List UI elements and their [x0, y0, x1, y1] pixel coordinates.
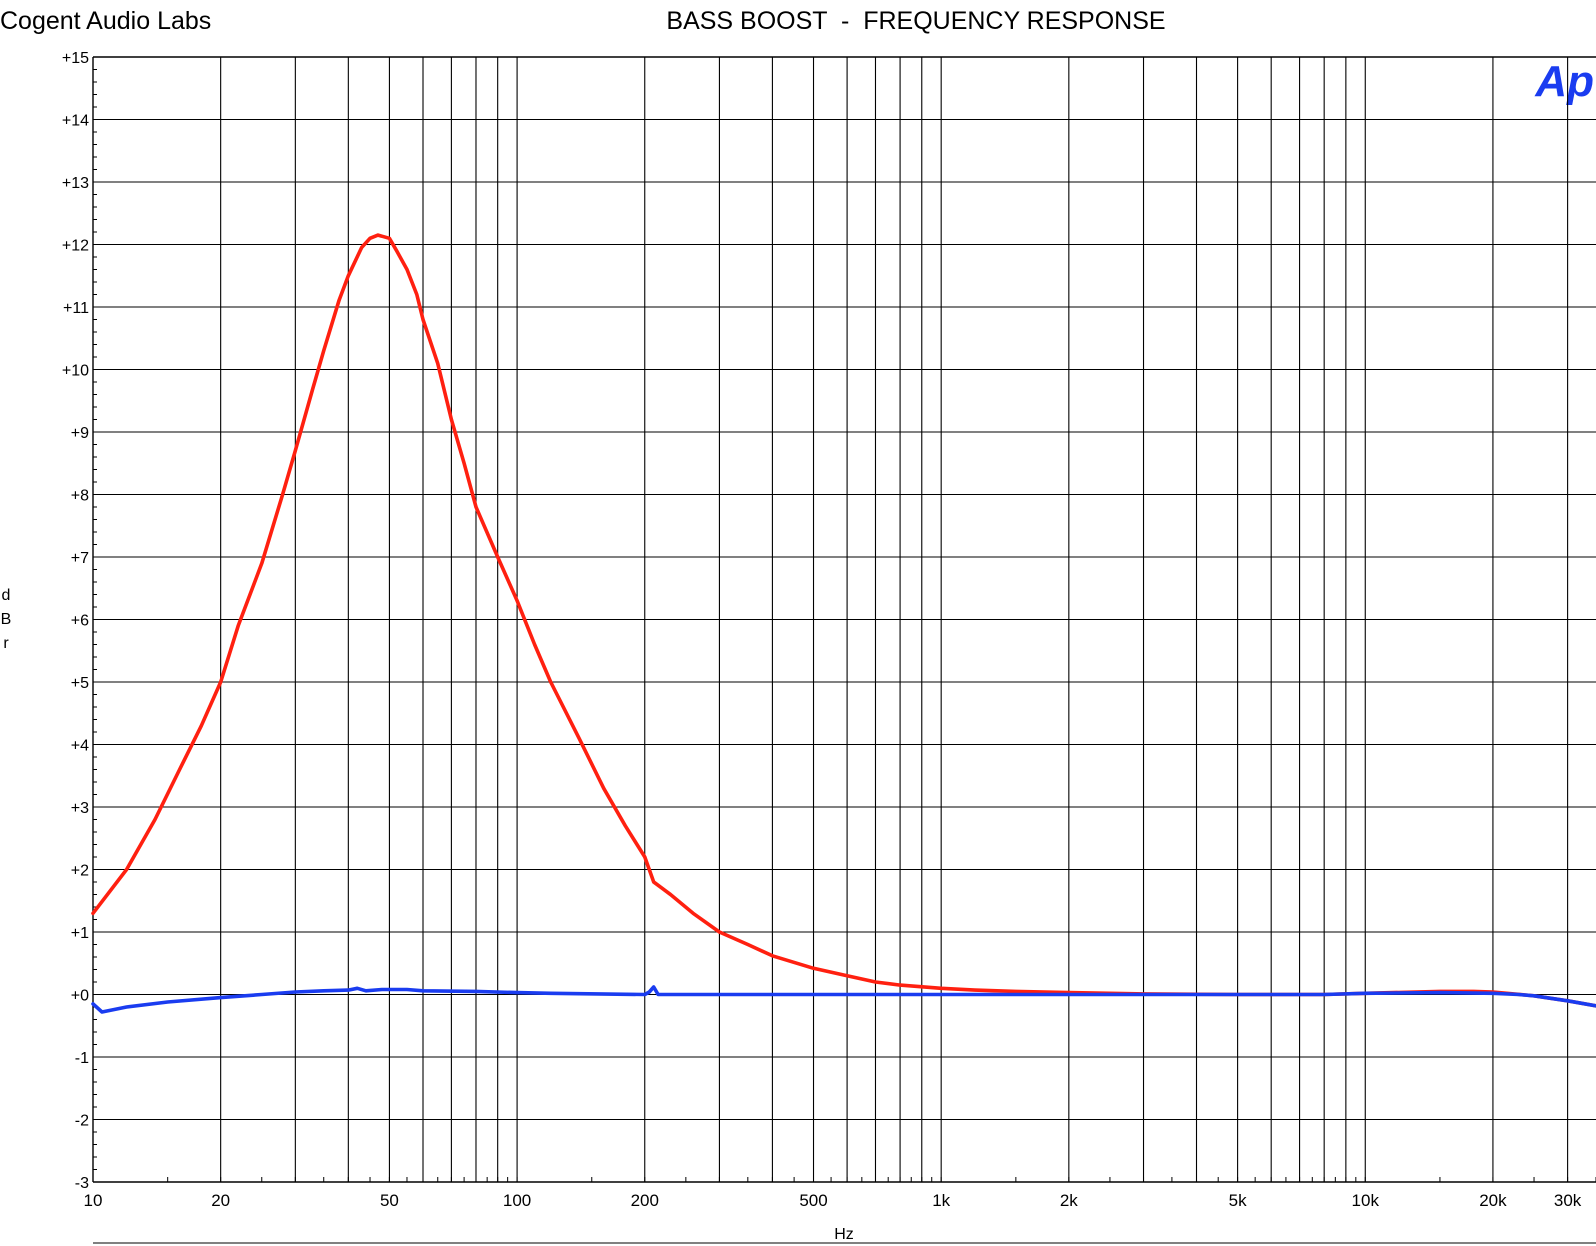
x-tick-label: 100	[503, 1191, 531, 1210]
y-axis-ticks: +15 +14 +13 +12 +11 +10 +9 +8 +7 +6 +5 +4 +3 +2 +1 +0 -1…	[62, 50, 100, 1192]
y-axis-label-char: d	[2, 587, 11, 604]
y-tick-label: +12	[62, 238, 89, 255]
x-axis-ticks: 10 20 50 100 200 500 1k 2k 5k 10k 20k 30k	[84, 1177, 1596, 1210]
series-line-2	[91, 985, 1596, 1014]
x-tick-label: 1k	[932, 1191, 950, 1210]
y-axis-label-char: B	[1, 611, 12, 628]
y-tick-label: -2	[75, 1113, 89, 1130]
series-line-1	[91, 233, 1596, 1008]
y-tick-label: +10	[62, 363, 89, 380]
x-tick-label: 2k	[1060, 1191, 1078, 1210]
y-tick-label: +6	[71, 613, 89, 630]
ap-logo: Ap	[1534, 57, 1594, 106]
y-tick-label: +13	[62, 175, 89, 192]
y-tick-label: +2	[71, 863, 89, 880]
x-tick-label: 30k	[1554, 1191, 1582, 1210]
y-tick-label: +4	[71, 738, 89, 755]
x-axis-label: Hz	[834, 1226, 854, 1243]
x-tick-label: 5k	[1229, 1191, 1247, 1210]
x-tick-label: 20k	[1479, 1191, 1507, 1210]
y-tick-label: -3	[75, 1175, 89, 1192]
y-tick-label: +9	[71, 425, 89, 442]
y-tick-label: +11	[63, 300, 89, 317]
y-tick-label: +7	[71, 550, 89, 567]
x-tick-label: 200	[631, 1191, 659, 1210]
y-axis-label-char: r	[3, 635, 9, 652]
y-tick-label: +3	[71, 800, 89, 817]
y-tick-label: +5	[71, 675, 89, 692]
y-tick-label: +1	[71, 925, 89, 942]
x-tick-label: 50	[380, 1191, 399, 1210]
company-name: Cogent Audio Labs	[0, 7, 211, 35]
y-tick-label: +0	[71, 988, 89, 1005]
x-tick-label: 500	[799, 1191, 827, 1210]
x-tick-label: 10k	[1352, 1191, 1380, 1210]
x-tick-label: 10	[84, 1191, 103, 1210]
x-tick-label: 20	[211, 1191, 230, 1210]
plot-frame	[92, 56, 1596, 1244]
chart-title: BASS BOOST - FREQUENCY RESPONSE	[666, 7, 1165, 35]
y-tick-label: +14	[62, 113, 89, 130]
y-tick-label: +15	[62, 50, 89, 67]
y-tick-label: +8	[71, 488, 89, 505]
series-lines	[91, 233, 1596, 1014]
y-tick-label: -1	[75, 1050, 89, 1067]
grid	[93, 57, 1596, 1182]
